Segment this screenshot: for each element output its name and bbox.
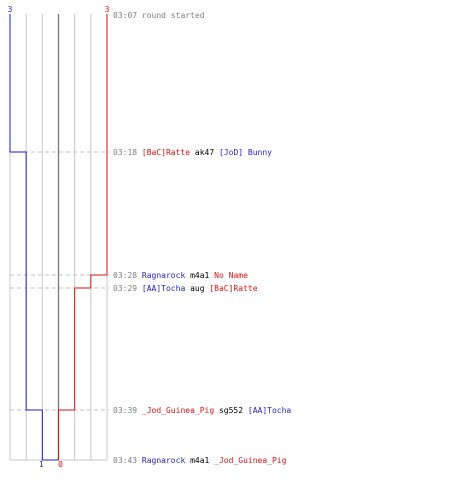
team-count-labels: 3 1 3 0 <box>8 5 110 469</box>
event-text: [JoD] Bunny <box>214 148 272 157</box>
event-row: 03:18 [BaC]Ratte ak47 [JoD] Bunny <box>113 148 272 157</box>
team-lines <box>9 14 108 461</box>
event-time: 03:39 <box>113 406 137 415</box>
event-row: 03:28 Ragnarock m4a1 No Name <box>113 271 248 280</box>
team-start-count: 3 <box>8 5 13 14</box>
event-text: sg552 <box>214 406 243 415</box>
event-text: aug <box>185 284 204 293</box>
team-line-blue <box>9 14 59 461</box>
event-text: [AA]Tocha <box>243 406 291 415</box>
event-text: round started <box>137 11 205 20</box>
event-text: m4a1 <box>185 271 209 280</box>
event-row: 03:29 [AA]Tocha aug [BaC]Ratte <box>113 284 258 293</box>
event-time: 03:07 <box>113 11 137 20</box>
event-text: _Jod_Guinea_Pig <box>137 406 214 415</box>
team-end-count: 1 <box>39 460 44 469</box>
event-row: 03:39 _Jod_Guinea_Pig sg552 [AA]Tocha <box>113 406 291 415</box>
team-end-count: 0 <box>58 460 63 469</box>
event-time: 03:18 <box>113 148 137 157</box>
event-log: 03:07 round started 03:18 [BaC]Ratte ak47… <box>113 11 291 465</box>
event-text: [BaC]Ratte <box>205 284 258 293</box>
event-row: 03:07 round started <box>113 11 205 20</box>
event-dash-lines <box>10 151 109 411</box>
event-time: 03:29 <box>113 284 137 293</box>
event-text: [AA]Tocha <box>137 284 185 293</box>
event-text: Ragnarock <box>137 271 185 280</box>
event-text: Ragnarock <box>137 456 185 465</box>
event-time: 03:43 <box>113 456 137 465</box>
event-text: _Jod_Guinea_Pig <box>209 456 286 465</box>
event-text: No Name <box>209 271 248 280</box>
event-text: ak47 <box>190 148 214 157</box>
team-start-count: 3 <box>105 5 110 14</box>
event-time: 03:28 <box>113 271 137 280</box>
event-row: 03:43 Ragnarock m4a1 _Jod_Guinea_Pig <box>113 456 287 465</box>
event-text: [BaC]Ratte <box>137 148 190 157</box>
event-text: m4a1 <box>185 456 209 465</box>
grid <box>9 14 108 461</box>
team-line-red <box>58 14 108 460</box>
